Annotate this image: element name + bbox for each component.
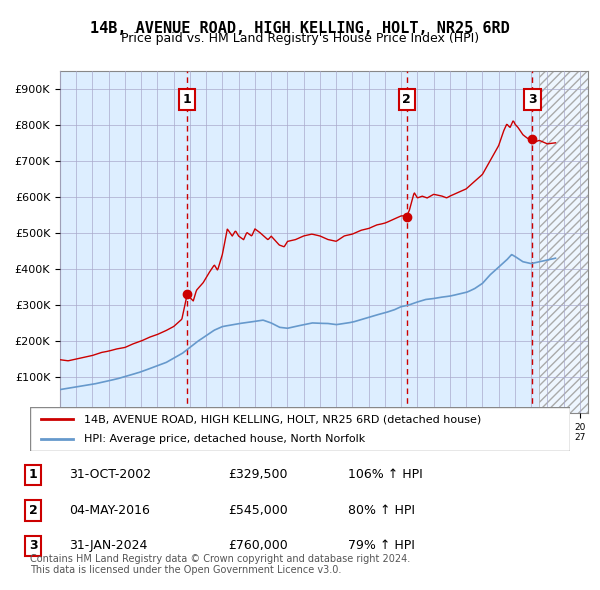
Text: 2: 2 bbox=[29, 504, 37, 517]
Text: 31-OCT-2002: 31-OCT-2002 bbox=[69, 468, 151, 481]
Text: 3: 3 bbox=[29, 539, 37, 552]
Text: Price paid vs. HM Land Registry's House Price Index (HPI): Price paid vs. HM Land Registry's House … bbox=[121, 32, 479, 45]
Text: £760,000: £760,000 bbox=[228, 539, 288, 552]
Text: 14B, AVENUE ROAD, HIGH KELLING, HOLT, NR25 6RD: 14B, AVENUE ROAD, HIGH KELLING, HOLT, NR… bbox=[90, 21, 510, 35]
Text: 31-JAN-2024: 31-JAN-2024 bbox=[69, 539, 148, 552]
Text: 14B, AVENUE ROAD, HIGH KELLING, HOLT, NR25 6RD (detached house): 14B, AVENUE ROAD, HIGH KELLING, HOLT, NR… bbox=[84, 415, 481, 424]
Text: 04-MAY-2016: 04-MAY-2016 bbox=[69, 504, 150, 517]
Text: £329,500: £329,500 bbox=[228, 468, 287, 481]
Text: 80% ↑ HPI: 80% ↑ HPI bbox=[348, 504, 415, 517]
Text: 79% ↑ HPI: 79% ↑ HPI bbox=[348, 539, 415, 552]
Text: 3: 3 bbox=[528, 93, 537, 106]
Text: 1: 1 bbox=[29, 468, 37, 481]
FancyBboxPatch shape bbox=[30, 407, 570, 451]
Text: Contains HM Land Registry data © Crown copyright and database right 2024.
This d: Contains HM Land Registry data © Crown c… bbox=[30, 553, 410, 575]
Text: £545,000: £545,000 bbox=[228, 504, 288, 517]
Text: HPI: Average price, detached house, North Norfolk: HPI: Average price, detached house, Nort… bbox=[84, 434, 365, 444]
Text: 1: 1 bbox=[183, 93, 191, 106]
Text: 106% ↑ HPI: 106% ↑ HPI bbox=[348, 468, 423, 481]
Text: 2: 2 bbox=[403, 93, 411, 106]
